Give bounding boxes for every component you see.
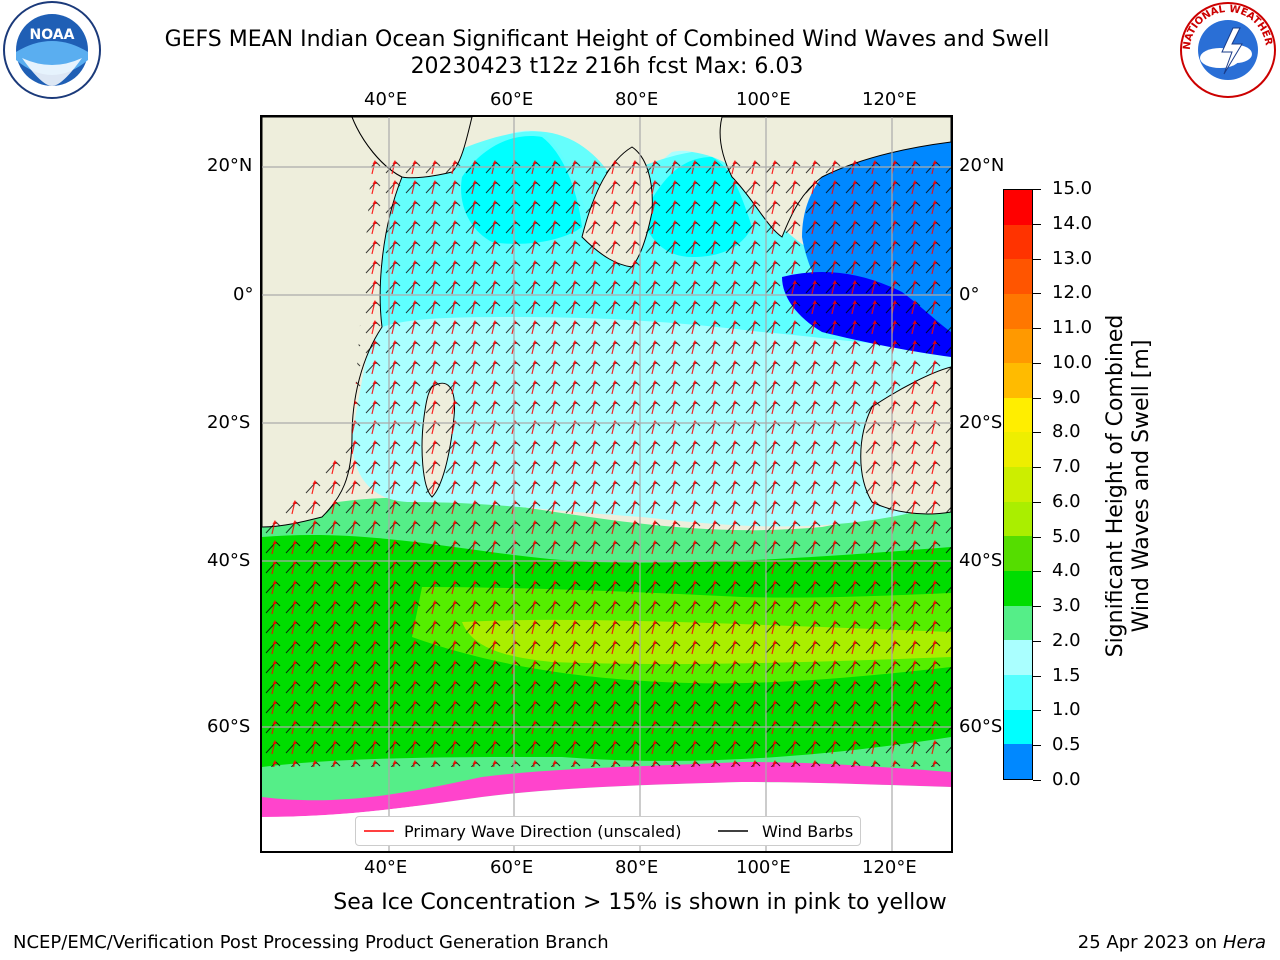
colorbar-tick-mark [1033,397,1041,399]
lon-bottom-label: 100°E [736,857,791,878]
lat-right-label: 20°S [959,412,1003,433]
lat-left-label: 0° [233,284,254,305]
lon-bottom-label: 40°E [364,857,408,878]
colorbar-tick-mark [1033,745,1041,747]
colorbar-segment [1004,709,1032,745]
colorbar-tick-mark [1033,606,1041,608]
colorbar-tick-label: 1.0 [1052,699,1081,721]
colorbar-tick-label: 10.0 [1052,351,1093,373]
map-panel [260,115,953,853]
chart-title: GEFS MEAN Indian Ocean Significant Heigh… [164,27,1050,52]
colorbar-tick-mark [1033,571,1041,573]
colorbar-tick-mark [1033,780,1041,781]
colorbar-segment [1004,224,1032,260]
colorbar-tick-mark [1033,432,1041,434]
colorbar-title-line1: Significant Height of Combined [1103,314,1128,658]
map-svg [262,117,951,851]
colorbar-tick-mark [1033,223,1041,225]
colorbar-segment [1004,501,1032,537]
chart-subtitle: 20230423 t12z 216h fcst Max: 6.03 [410,54,804,79]
lon-top-label: 100°E [736,89,791,110]
lat-right-label: 20°N [959,155,1005,176]
lon-top-label: 40°E [364,89,408,110]
colorbar-tick-label: 0.5 [1052,734,1081,756]
colorbar-tick-label: 13.0 [1052,247,1093,269]
lat-left-label: 20°S [207,412,251,433]
colorbar-segment [1004,363,1032,398]
noaa-logo-text: NOAA [30,27,75,43]
colorbar-tick-mark [1033,467,1041,469]
colorbar-segment [1004,432,1032,468]
colorbar-segment [1004,259,1032,294]
lat-left-label: 40°S [207,550,251,571]
lat-right-label: 60°S [959,716,1003,737]
colorbar-tick-mark [1033,710,1041,712]
colorbar-tick-label: 4.0 [1052,560,1081,582]
colorbar-tick-mark [1033,501,1041,503]
colorbar [1003,189,1033,780]
colorbar-tick-label: 0.0 [1052,769,1081,790]
colorbar-title-line2: Wind Waves and Swell [m] [1129,339,1154,633]
colorbar-segment [1004,397,1032,433]
colorbar-segment [1004,744,1032,779]
sea-ice-edge [262,762,951,817]
noaa-logo: NOAA [2,0,102,100]
colorbar-tick-mark [1033,640,1041,642]
footer-host: Hera [1222,932,1266,953]
colorbar-tick-mark [1033,189,1041,190]
colorbar-tick-label: 12.0 [1052,282,1093,304]
map-legend: Primary Wave Direction (unscaled) Wind B… [355,816,861,846]
footer-date: 25 Apr 2023 on [1077,932,1223,953]
lat-right-label: 40°S [959,550,1003,571]
sea-ice-caption: Sea Ice Concentration > 15% is shown in … [333,890,947,915]
lon-bottom-label: 80°E [615,857,659,878]
colorbar-tick-mark [1033,675,1041,677]
colorbar-tick-label: 3.0 [1052,595,1081,617]
colorbar-segment [1004,640,1032,675]
colorbar-segment [1004,190,1032,225]
lon-top-label: 80°E [615,89,659,110]
lon-bottom-label: 120°E [862,857,917,878]
lat-left-label: 60°S [207,716,251,737]
colorbar-tick-label: 1.5 [1052,664,1081,686]
colorbar-tick-label: 14.0 [1052,212,1093,234]
colorbar-tick-label: 2.0 [1052,629,1081,651]
colorbar-tick-label: 8.0 [1052,421,1081,443]
colorbar-segment [1004,467,1032,502]
colorbar-tick-label: 15.0 [1052,178,1093,199]
colorbar-tick-mark [1033,536,1041,538]
legend-wave-label: Primary Wave Direction (unscaled) [404,822,682,841]
legend-barb-label: Wind Barbs [762,822,854,841]
nws-logo: NATIONAL WEATHER SERVICE [1174,0,1278,100]
colorbar-tick-mark [1033,258,1041,260]
colorbar-segment [1004,674,1032,710]
lon-top-label: 60°E [490,89,534,110]
colorbar-segment [1004,328,1032,364]
colorbar-tick-mark [1033,362,1041,364]
colorbar-segment [1004,605,1032,641]
colorbar-segment [1004,293,1032,329]
lon-top-label: 120°E [862,89,917,110]
lon-bottom-label: 60°E [490,857,534,878]
footer-right: 25 Apr 2023 on Hera [1078,932,1266,953]
colorbar-tick-label: 9.0 [1052,386,1081,408]
lat-right-label: 0° [959,284,980,305]
colorbar-tick-label: 5.0 [1052,525,1081,547]
colorbar-tick-label: 11.0 [1052,317,1093,339]
colorbar-tick-label: 6.0 [1052,490,1081,512]
colorbar-tick-label: 7.0 [1052,456,1081,478]
footer-left: NCEP/EMC/Verification Post Processing Pr… [13,932,609,953]
colorbar-segment [1004,571,1032,606]
lat-left-label: 20°N [207,155,253,176]
colorbar-tick-mark [1033,328,1041,330]
colorbar-segment [1004,536,1032,572]
colorbar-tick-mark [1033,293,1041,295]
